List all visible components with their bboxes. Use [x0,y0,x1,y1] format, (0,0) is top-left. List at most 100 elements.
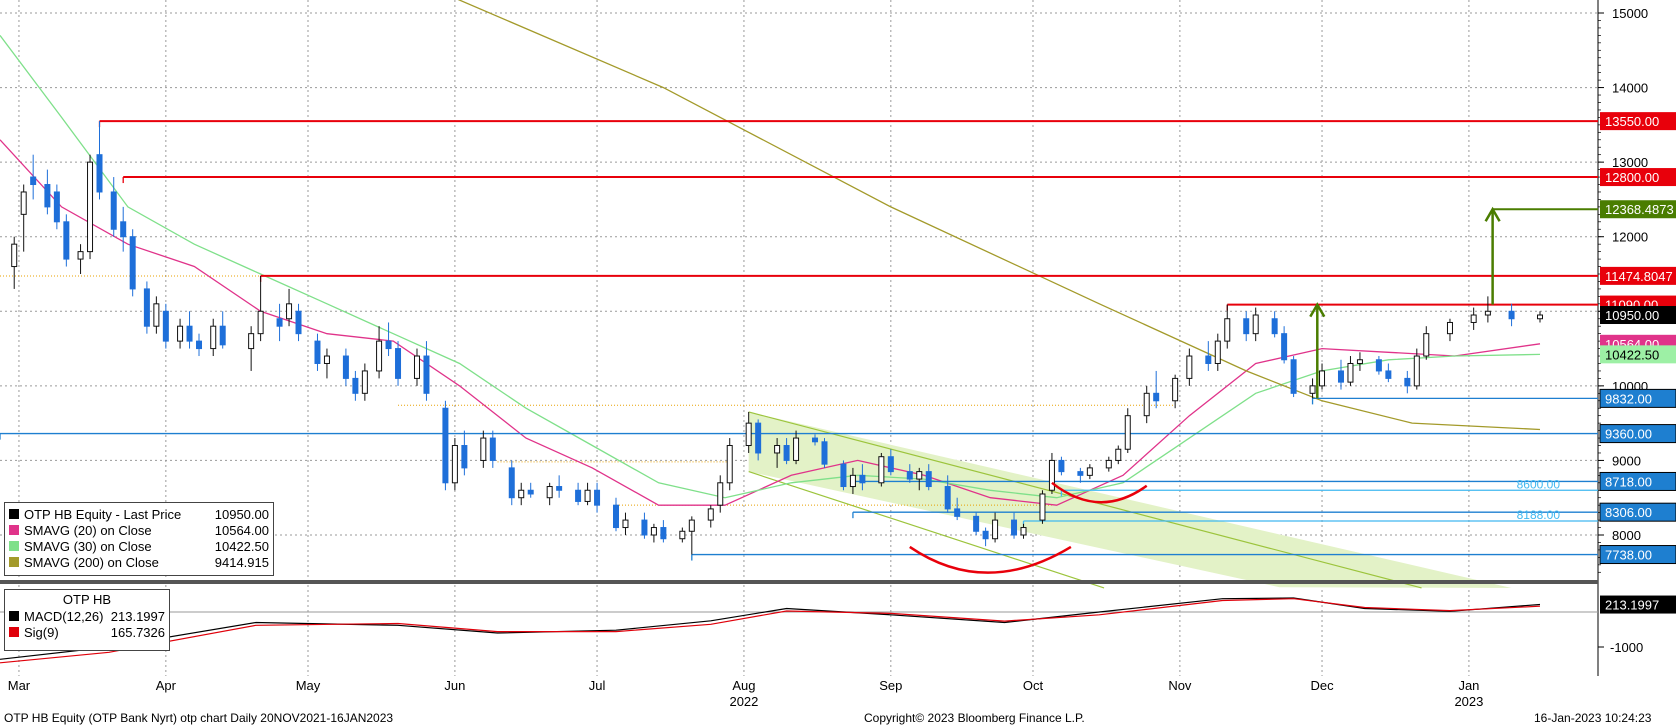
candle [1086,464,1093,480]
y-tick-label: -1000 [1610,640,1643,655]
footer-left: OTP HB Equity (OTP Bank Nyrt) otp chart … [4,711,394,725]
candle [63,214,70,267]
candle [143,281,150,334]
rounded-bottom-arc [909,545,1072,574]
level-label-text: 12368.4873 [1605,202,1674,217]
channel-lower-line [748,471,1105,589]
candle [1172,374,1179,409]
candle [755,419,762,461]
candle-body [973,515,980,532]
candle-body [887,456,894,473]
legend-row-sma20: SMAVG (20) on Close 10564.00 [9,522,269,538]
candle-body [451,445,458,484]
candle [1423,326,1430,360]
candle [20,184,27,252]
candle [878,452,885,487]
y-tick-label: 8000 [1612,528,1641,543]
candle [679,527,686,543]
candle [177,318,184,349]
x-year-label: 2023 [1454,694,1483,709]
candle-body [1048,459,1055,491]
signal-line [0,598,1541,664]
candle-body [210,325,217,350]
level-price-label: 7738.00 [1599,545,1676,565]
candle-body [840,463,847,488]
candle-body [44,184,51,208]
candle [650,523,657,543]
candle [96,121,103,200]
y-tick-label: 15000 [1612,6,1648,21]
candle-body [859,474,866,484]
candle [1115,445,1122,465]
candle-body [1172,377,1179,402]
candle-body [1143,392,1150,417]
candle [1319,363,1326,390]
candle [726,438,733,491]
candle-body [755,422,762,454]
candle-body [376,340,383,372]
candle-body [1375,359,1382,372]
legend-row-sma30: SMAVG (30) on Close 10422.50 [9,538,269,554]
candle [186,311,193,349]
candle-body [679,530,686,540]
candle [887,449,894,476]
handle-arc [1051,481,1148,504]
level-label-box [1600,306,1676,325]
candle [1337,359,1344,390]
legend-value: 165.7326 [110,624,165,640]
candle [210,318,217,357]
macd-label-box [1600,595,1676,614]
level-price-label: 8718.00 [1599,471,1676,491]
footer-right: 16-Jan-2023 10:24:23 [1534,711,1652,725]
candle-body [575,489,582,502]
candle [44,169,51,215]
candle-body [1470,314,1477,323]
candle-body [1214,340,1221,364]
legend-value: 10564.00 [214,522,269,538]
candle [575,482,582,506]
candle-body [1115,448,1122,461]
candle-body [745,422,752,447]
candle-body [793,437,800,461]
level-label-text: 10422.50 [1605,347,1659,362]
level-fib-label: 8600.00 [1517,477,1561,491]
candle [944,475,951,513]
candle [954,497,961,521]
candle [641,512,648,539]
macd-legend: OTP HB MACD(12,26) 213.1997 Sig(9) 165.7… [4,589,170,651]
candle-body [153,303,160,327]
candle [196,333,203,357]
candle-body [11,243,18,268]
macd-line [0,597,1541,660]
candle-body [906,471,913,480]
pane-separator [0,580,1598,584]
candle [314,333,321,371]
legend-row-signal: Sig(9) 165.7326 [9,624,165,640]
candle-body [196,340,203,350]
candle-body [413,355,420,379]
candle-body [925,471,932,488]
candle-body [295,310,302,335]
candle-body [480,437,487,461]
candle [1214,333,1221,371]
candle [992,512,999,543]
candle-body [1337,370,1344,383]
candle-body [916,471,923,480]
candle [1143,385,1150,424]
candle-body [96,154,103,193]
macd-last-label: 213.1997 [1600,595,1676,614]
candle-body [110,191,117,230]
candle-body [1385,370,1392,379]
candle-body [63,221,70,260]
candle-body [518,489,525,499]
x-tick-label: May [296,678,321,693]
candle-body [707,508,714,521]
level-label-text: 8718.00 [1605,474,1652,489]
candle [1011,512,1018,539]
candle-body [527,489,534,495]
candle [110,177,117,237]
candle [1252,307,1259,342]
candle-body [982,530,989,540]
level-label-box [1600,345,1676,364]
